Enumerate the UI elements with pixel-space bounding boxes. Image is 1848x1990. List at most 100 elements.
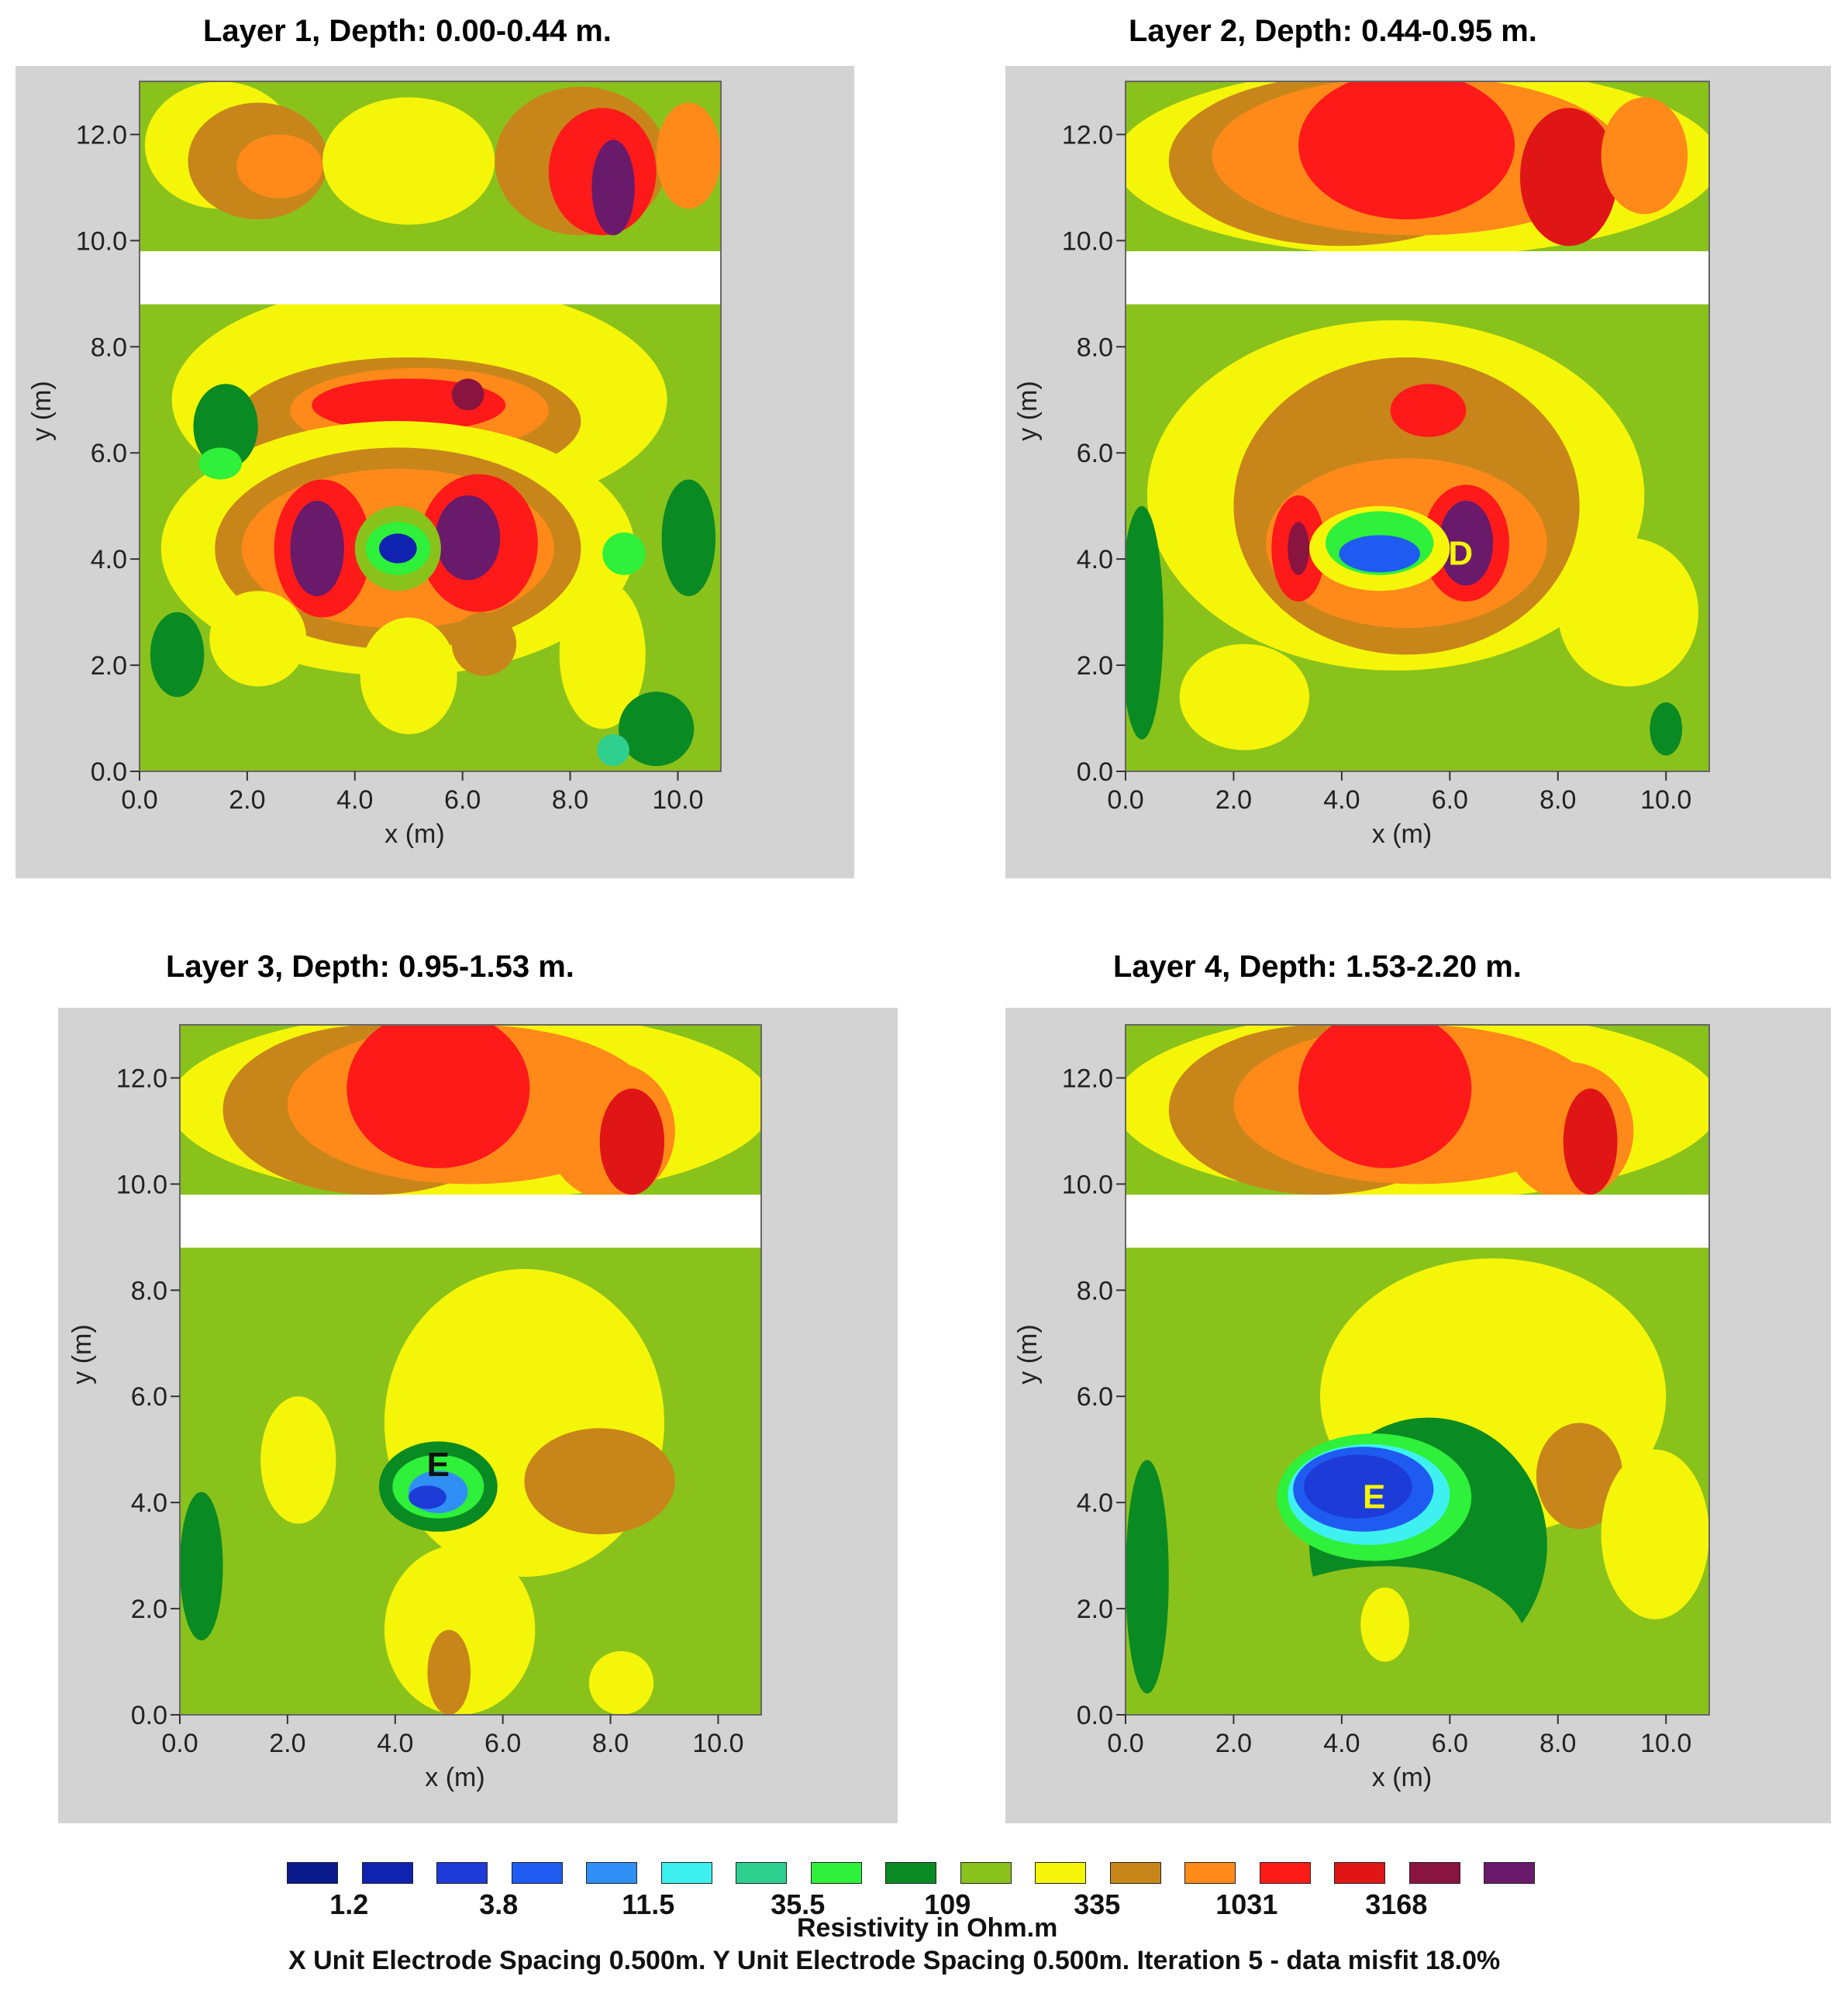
resistivity-region [1179,643,1310,750]
x-tick-label: 2.0 [269,1729,305,1758]
resistivity-region [409,1485,446,1509]
y-tick-label: 12.0 [1062,1064,1113,1093]
legend-swatch [1334,1862,1385,1884]
no-data-gap [140,251,721,305]
anomaly-label: E [1363,1478,1385,1516]
y-tick-label: 8.0 [1077,1276,1113,1305]
resistivity-region [588,1650,654,1715]
resistivity-region [322,97,495,225]
y-axis-label: y (m) [27,381,57,440]
legend-swatch [586,1862,637,1884]
legend-swatch [1184,1862,1236,1884]
resistivity-region [379,533,417,564]
y-tick-label: 2.0 [1077,651,1113,681]
x-axis-label: x (m) [1372,819,1432,849]
plot-frame [1125,81,1710,772]
heatmap-plot-area [1126,81,1709,771]
y-tick-label: 6.0 [91,439,127,468]
resistivity-region [1298,1025,1472,1168]
legend-swatch [810,1862,862,1884]
y-tick-label: 2.0 [131,1595,167,1624]
x-tick-label: 6.0 [484,1729,521,1758]
resistivity-region [1650,702,1683,756]
resistivity-region [656,102,721,209]
legend-footer: X Unit Electrode Spacing 0.500m. Y Unit … [288,1946,1501,1975]
x-tick-label: 10.0 [652,785,703,815]
x-tick-label: 2.0 [1215,1729,1252,1758]
anomaly-label: D [1448,534,1473,572]
y-tick-label: 10.0 [116,1170,167,1199]
legend-swatch [660,1862,712,1884]
resistivity-region [1298,81,1515,219]
resistivity-region [1439,500,1494,586]
x-tick-label: 6.0 [1432,785,1468,815]
panel-4-title: Layer 4, Depth: 1.53-2.20 m. [1113,950,1522,984]
y-tick-label: 0.0 [1077,1701,1113,1730]
resistivity-region [1304,1454,1412,1519]
y-tick-label: 0.0 [91,757,127,787]
x-tick-label: 4.0 [377,1729,413,1758]
legend-swatch [1109,1862,1161,1884]
x-tick-label: 0.0 [1107,1729,1143,1758]
resistivity-region [1126,1460,1169,1694]
resistivity-region [1557,537,1699,687]
y-tick-label: 12.0 [76,120,127,150]
y-tick-label: 6.0 [1077,1382,1113,1412]
resistivity-region [260,1396,336,1524]
layer-3-resistivity-map: E 0.0 2.0 4.0 6.0 8.0 10.0 0.0 2.0 4.0 6.0 8.0 10.0 1… [67,1024,762,1792]
resistivity-region [451,612,517,676]
resistivity-region [451,378,484,411]
no-data-gap [1126,251,1709,305]
resistivity-region [1536,1423,1623,1530]
resistivity-region [427,1630,471,1715]
legend-swatch [361,1862,413,1884]
resistivity-region [602,532,646,575]
anomaly-label: E [427,1446,450,1484]
panel-2-title: Layer 2, Depth: 0.44-0.95 m. [1129,14,1537,48]
y-tick-label: 8.0 [1077,333,1113,362]
y-tick-label: 4.0 [91,545,127,574]
resistivity-region [1126,505,1164,740]
x-tick-label: 8.0 [552,785,588,815]
legend-swatch [1408,1862,1460,1884]
heatmap-plot-area [140,81,721,771]
legend-value-label: 1.2 [329,1888,369,1920]
resistivity-region [559,580,646,729]
resistivity-region [180,1492,223,1641]
layer-2-resistivity-map: D 0.0 2.0 4.0 6.0 8.0 10.0 0.0 2.0 4.0 6.0 8.0 10.0 1… [1013,81,1710,849]
no-data-gap [180,1195,761,1248]
y-tick-label: 6.0 [1077,439,1113,468]
x-tick-label: 6.0 [1432,1729,1468,1758]
x-axis-label: x (m) [1372,1763,1432,1792]
resistivity-region [599,1088,664,1195]
legend-swatch [1259,1862,1311,1884]
resistivity-region [150,612,205,698]
legend-swatch [736,1862,787,1884]
legend-value-label: 1031 [1215,1888,1278,1920]
x-tick-label: 6.0 [444,785,481,815]
resistivity-region [1601,97,1688,215]
x-tick-label: 8.0 [1539,1729,1576,1758]
layer-4-resistivity-map: E 0.0 2.0 4.0 6.0 8.0 10.0 0.0 2.0 4.0 6.0 8.0 10.0 1… [1013,1024,1710,1792]
y-tick-label: 0.0 [131,1701,167,1730]
no-data-gap [1126,1195,1709,1248]
y-axis-label: y (m) [1013,381,1043,440]
heatmap-plot-area [1126,1025,1709,1715]
x-tick-label: 2.0 [229,785,265,815]
x-tick-label: 0.0 [121,785,157,815]
y-tick-label: 8.0 [131,1276,167,1305]
y-tick-label: 2.0 [1077,1595,1113,1624]
legend-swatch [1484,1862,1535,1884]
panel-3-title: Layer 3, Depth: 0.95-1.53 m. [166,950,574,984]
y-tick-label: 10.0 [1062,1170,1113,1199]
resistivity-region [198,447,242,480]
legend-value-label: 3168 [1365,1888,1428,1920]
resistivity-region [524,1428,675,1535]
x-tick-label: 10.0 [1640,1729,1691,1758]
resistivity-region [1563,1088,1618,1195]
plot-frame [179,1024,762,1716]
y-tick-label: 6.0 [131,1382,167,1412]
legend-swatch [287,1862,338,1884]
resistivity-region [209,591,307,687]
x-tick-label: 4.0 [1323,785,1360,815]
